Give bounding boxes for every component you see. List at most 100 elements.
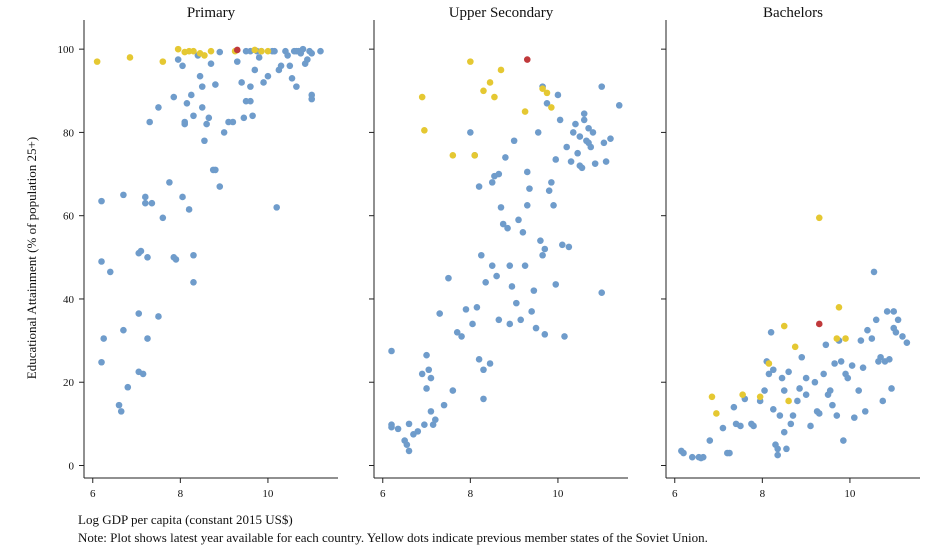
data-point xyxy=(761,387,768,394)
data-point xyxy=(405,420,413,428)
data-point xyxy=(598,83,606,90)
data-point xyxy=(737,422,744,430)
data-point xyxy=(440,401,448,409)
data-point xyxy=(607,135,614,142)
data-point xyxy=(589,129,597,136)
data-point xyxy=(185,206,193,213)
data-point xyxy=(859,364,867,371)
data-point xyxy=(179,62,186,70)
data-point-soviet xyxy=(521,108,529,115)
data-point xyxy=(840,437,847,444)
data-point xyxy=(436,310,443,317)
data-point-highlight xyxy=(523,56,531,63)
x-tick-label: 10 xyxy=(262,488,274,500)
data-point xyxy=(100,335,108,342)
data-point xyxy=(844,374,852,382)
data-point-soviet xyxy=(174,45,182,53)
data-point xyxy=(144,254,151,261)
x-tick-label: 8 xyxy=(468,488,474,500)
data-point-soviet xyxy=(815,214,823,222)
data-point xyxy=(190,279,197,286)
data-point xyxy=(565,243,573,251)
data-point xyxy=(495,170,503,178)
data-point xyxy=(308,50,316,57)
scatter-figure: Educational Attainment (% of population … xyxy=(24,5,920,500)
data-point xyxy=(159,214,167,222)
data-point xyxy=(811,378,819,386)
data-point xyxy=(521,262,529,269)
data-point xyxy=(890,308,898,315)
data-point xyxy=(574,149,581,157)
data-point xyxy=(425,366,433,374)
data-point xyxy=(523,168,531,176)
chart-note: Note: Plot shows latest year available f… xyxy=(78,530,708,545)
data-point xyxy=(515,216,522,224)
x-tick-label: 10 xyxy=(844,488,856,500)
data-point xyxy=(249,112,256,120)
data-point xyxy=(802,374,810,382)
data-point xyxy=(238,79,245,86)
data-point xyxy=(833,412,841,419)
data-point xyxy=(780,428,788,436)
data-point xyxy=(233,58,241,65)
data-point xyxy=(802,391,810,399)
data-point xyxy=(286,62,294,70)
data-point xyxy=(299,45,307,53)
data-point-soviet xyxy=(539,85,546,92)
data-point xyxy=(892,328,900,336)
data-point xyxy=(453,328,461,336)
data-point xyxy=(526,185,533,192)
data-point xyxy=(423,351,430,359)
data-point xyxy=(807,422,814,430)
data-point xyxy=(543,99,551,107)
data-point-soviet xyxy=(497,66,505,74)
x-tick-label: 6 xyxy=(90,488,96,500)
data-point xyxy=(851,414,858,421)
data-point xyxy=(726,449,733,457)
data-point-soviet xyxy=(421,127,428,134)
data-point xyxy=(288,74,296,82)
data-point xyxy=(831,360,838,367)
data-point xyxy=(680,449,687,457)
y-tick-label: 40 xyxy=(63,294,75,306)
data-point-soviet xyxy=(491,93,498,101)
data-point-highlight xyxy=(815,320,823,328)
y-tick-label: 100 xyxy=(58,44,75,56)
data-point xyxy=(293,83,300,90)
panels: Primary 0 20 40 60 80 100 6 8 10 Upper Secondary 6 8… xyxy=(58,5,920,500)
data-point xyxy=(506,320,514,328)
data-point xyxy=(580,116,588,124)
x-tick-label: 8 xyxy=(760,488,766,500)
data-point xyxy=(513,299,520,307)
panel-primary: Primary 0 20 40 60 80 100 6 8 10 xyxy=(58,5,338,500)
data-point xyxy=(146,118,153,126)
data-point xyxy=(216,183,224,190)
x-tick-label: 8 xyxy=(178,488,184,500)
data-point xyxy=(469,320,476,328)
data-point xyxy=(142,199,149,207)
data-point xyxy=(510,137,518,145)
data-point xyxy=(482,279,489,286)
data-point xyxy=(767,328,775,336)
data-point xyxy=(778,374,786,382)
data-point xyxy=(462,306,470,313)
data-point xyxy=(207,60,215,68)
data-point xyxy=(198,83,206,90)
data-point xyxy=(196,72,204,80)
data-point xyxy=(870,268,878,276)
data-point xyxy=(559,241,566,249)
data-point xyxy=(774,445,781,453)
data-point xyxy=(598,289,606,297)
data-point xyxy=(530,287,538,294)
data-point xyxy=(148,199,156,207)
data-point xyxy=(120,191,127,199)
data-point xyxy=(780,387,788,394)
data-point xyxy=(602,158,610,165)
data-point-soviet xyxy=(480,87,487,95)
data-point xyxy=(139,370,147,378)
data-point-soviet xyxy=(833,335,841,342)
data-point xyxy=(117,408,125,415)
data-point xyxy=(787,420,795,428)
data-point xyxy=(142,193,149,201)
data-point xyxy=(271,47,278,55)
